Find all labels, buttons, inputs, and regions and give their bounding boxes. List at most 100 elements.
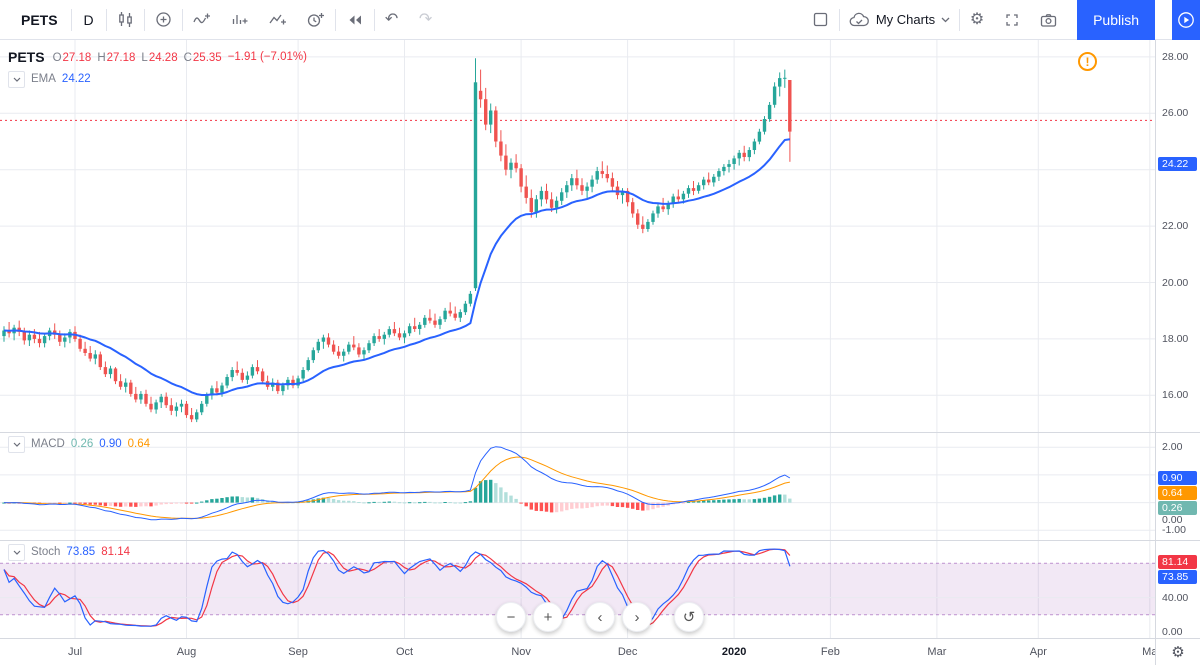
data-problem-icon[interactable]: !	[1078, 52, 1097, 71]
candlestick-style-icon	[118, 12, 132, 27]
scroll-right-button[interactable]: ›	[622, 602, 652, 632]
chart-settings-button[interactable]: ⚙	[960, 1, 994, 39]
indicators-button[interactable]	[183, 1, 221, 39]
open-value: O27.18	[52, 52, 92, 64]
scale-tick: 16.00	[1162, 389, 1189, 402]
macd-collapse-button[interactable]	[8, 435, 25, 453]
toolbar-separator	[105, 8, 107, 31]
symbol-legend: PETS O27.18 H27.18 L24.28 C25.35 −1.91 (…	[8, 46, 307, 90]
toolbar-separator	[838, 8, 840, 31]
compare-button[interactable]	[145, 1, 182, 39]
low-value: L24.28	[141, 52, 178, 64]
toolbar-separator	[70, 8, 72, 31]
ohlc-row: PETS O27.18 H27.18 L24.28 C25.35 −1.91 (…	[8, 46, 307, 68]
change-value: −1.91 (−7.01%)	[227, 51, 307, 63]
time-axis-label: Nov	[511, 646, 531, 658]
play-icon	[1178, 11, 1194, 28]
price-scale-column[interactable]: 28.00 26.00 22.00 20.00 18.00 16.00 24.22 2.00 0…	[1155, 40, 1200, 638]
scale-tick: 22.00	[1162, 220, 1189, 233]
templates-button[interactable]	[259, 1, 297, 39]
scale-tick: 2.00	[1162, 441, 1183, 454]
redo-icon: ↷	[418, 10, 433, 28]
scale-tick: 18.00	[1162, 332, 1189, 345]
high-value: H27.18	[97, 52, 136, 64]
time-axis-label: Feb	[820, 646, 840, 658]
time-axis-corner: ⚙	[1155, 639, 1200, 665]
time-axis-settings-icon[interactable]: ⚙	[1171, 643, 1185, 661]
undo-icon: ↶	[384, 10, 399, 28]
time-axis-label: Dec	[617, 646, 638, 658]
zoom-in-button[interactable]: +	[533, 602, 563, 632]
ema-label: EMA	[31, 73, 56, 85]
ema-value: 24.22	[61, 73, 91, 85]
macd-pane: MACD 0.26 0.90 0.64	[0, 432, 1155, 540]
macd-row: MACD 0.26 0.90 0.64	[8, 434, 150, 454]
replay-icon	[349, 15, 361, 24]
macd-line-value: 0.90	[99, 438, 122, 450]
alert-button[interactable]	[297, 1, 335, 39]
ema-collapse-button[interactable]	[8, 70, 25, 88]
pane-separator[interactable]	[0, 540, 1200, 541]
ema-row: EMA 24.22	[8, 68, 307, 90]
stoch-d-value: 81.14	[101, 546, 130, 558]
chart-area: PETS O27.18 H27.18 L24.28 C25.35 −1.91 (…	[0, 40, 1200, 638]
zoom-out-button[interactable]: −	[496, 602, 526, 632]
time-axis-label: Aug	[176, 646, 197, 658]
publish-button[interactable]: Publish	[1077, 0, 1155, 40]
stoch-row: Stoch 73.85 81.14	[8, 542, 130, 562]
symbol-button[interactable]: PETS	[21, 11, 58, 28]
indicators-icon	[192, 13, 210, 24]
toolbar-separator	[334, 8, 336, 31]
fullscreen-button[interactable]	[994, 1, 1030, 39]
scale-tick: 20.00	[1162, 276, 1189, 289]
scale-value-badge: 24.22	[1158, 156, 1197, 171]
fullscreen-icon	[1006, 13, 1018, 26]
close-value: C25.35	[183, 52, 222, 64]
stoch-k-value: 73.85	[66, 546, 96, 558]
scale-tick: 0.00	[1162, 626, 1183, 638]
stoch-legend: Stoch 73.85 81.14	[8, 542, 130, 562]
macd-plot[interactable]	[0, 432, 1155, 540]
stoch-pane: Stoch 73.85 81.14	[0, 540, 1155, 638]
chevron-down-icon	[13, 550, 20, 555]
reset-chart-button[interactable]: ↺	[674, 602, 704, 632]
snapshot-button[interactable]	[1030, 1, 1067, 39]
chevron-down-icon	[13, 442, 20, 447]
stoch-plot[interactable]	[0, 540, 1155, 638]
candlestick-plot[interactable]	[0, 40, 1155, 432]
fundamentals-button[interactable]	[221, 1, 259, 39]
toolbar-separator	[373, 8, 375, 31]
templates-icon	[269, 14, 286, 25]
my-charts-button[interactable]: My Charts	[840, 1, 959, 39]
legend-symbol[interactable]: PETS	[8, 49, 45, 65]
stoch-collapse-button[interactable]	[8, 543, 25, 561]
macd-legend: MACD 0.26 0.90 0.64	[8, 434, 150, 454]
time-axis-labels[interactable]: Jul Aug Sep Oct Nov Dec 2020 Feb Mar Apr Ma	[0, 639, 1155, 665]
macd-label: MACD	[31, 438, 65, 450]
toolbar-separator	[181, 8, 183, 31]
undo-button[interactable]: ↶	[375, 1, 409, 39]
redo-button[interactable]: ↷	[409, 1, 443, 39]
publish-idea-button[interactable]	[1172, 0, 1200, 40]
time-axis-label: Apr	[1029, 646, 1047, 658]
chevron-down-icon	[941, 17, 950, 22]
price-pane: PETS O27.18 H27.18 L24.28 C25.35 −1.91 (…	[0, 40, 1155, 432]
pane-separator[interactable]	[0, 432, 1200, 433]
compare-icon	[155, 12, 171, 27]
toolbar-separator	[959, 8, 961, 31]
interval-button[interactable]: D	[83, 11, 94, 28]
stoch-label: Stoch	[31, 546, 61, 558]
scale-value-badge: 73.85	[1158, 570, 1197, 585]
layout-button[interactable]	[802, 1, 839, 39]
layout-icon	[813, 12, 827, 27]
scale-tick: -1.00	[1162, 524, 1186, 537]
replay-button[interactable]	[336, 1, 374, 39]
scale-tick: 28.00	[1162, 50, 1189, 63]
macd-hist-value: 0.26	[70, 438, 94, 450]
time-axis-label: 2020	[721, 646, 747, 658]
chart-style-button[interactable]	[107, 1, 144, 39]
my-charts-label: My Charts	[875, 12, 936, 27]
scroll-left-button[interactable]: ‹	[585, 602, 615, 632]
camera-icon	[1040, 13, 1057, 27]
time-axis-label: Oct	[395, 646, 414, 658]
